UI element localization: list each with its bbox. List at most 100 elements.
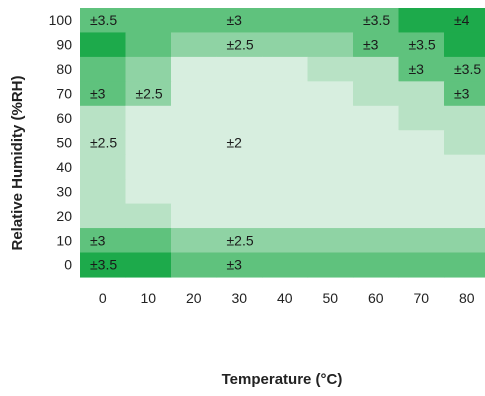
y-tick-label: 80 (56, 61, 72, 77)
heatmap-cell (444, 81, 485, 107)
cell-label: ±3 (363, 37, 379, 53)
heatmap-cell (171, 203, 218, 229)
heatmap-cell (80, 81, 127, 107)
heatmap-cell (444, 179, 485, 205)
heatmap-cell (125, 179, 172, 205)
heatmap-cell (307, 252, 354, 278)
heatmap-cell (398, 32, 445, 58)
heatmap-cell (398, 154, 445, 180)
x-tick-label: 40 (277, 290, 293, 306)
y-tick-label: 10 (56, 232, 72, 248)
y-tick-label: 100 (49, 12, 73, 28)
heatmap-cell (353, 252, 400, 278)
heatmap-cell (444, 228, 485, 254)
heatmap-cell (216, 228, 263, 254)
heatmap-cell (216, 252, 263, 278)
cell-label: ±2.5 (227, 232, 254, 248)
heatmap-cell (262, 228, 309, 254)
heatmap-cell (80, 179, 127, 205)
x-axis-title: Temperature (°C) (222, 371, 343, 388)
heatmap-cell (353, 56, 400, 82)
heatmap-cell (216, 179, 263, 205)
heatmap-cell (125, 203, 172, 229)
cell-label: ±2.5 (227, 37, 254, 53)
heatmap-cell (398, 203, 445, 229)
heatmap-cell (216, 154, 263, 180)
heatmap-cell (171, 130, 218, 156)
heatmap-cell (80, 32, 127, 58)
heatmap-cell (444, 130, 485, 156)
heatmap-cell (216, 81, 263, 107)
heatmap-cell (398, 56, 445, 82)
y-tick-label: 20 (56, 208, 72, 224)
heatmap-cell (307, 228, 354, 254)
heatmap-cell (80, 203, 127, 229)
x-axis-ticks: 0 10 20 30 40 50 60 70 80 (99, 290, 475, 306)
heatmap-cell (80, 8, 127, 34)
y-tick-label: 40 (56, 159, 72, 175)
y-tick-label: 70 (56, 86, 72, 102)
heatmap-cell (125, 228, 172, 254)
cell-label: ±3.5 (454, 61, 481, 77)
heatmap-cell (307, 179, 354, 205)
heatmap-cell (262, 8, 309, 34)
heatmap-cell (398, 81, 445, 107)
heatmap-cell (216, 130, 263, 156)
heatmap-cell (171, 154, 218, 180)
heatmap-cell (125, 56, 172, 82)
heatmap-cell (125, 105, 172, 131)
heatmap-cell (444, 56, 485, 82)
heatmap-cell (398, 105, 445, 131)
heatmap-cell (171, 105, 218, 131)
heatmap-cell (398, 228, 445, 254)
heatmap-cell (353, 203, 400, 229)
cell-label: ±2.5 (136, 86, 163, 102)
heatmap-cell (80, 105, 127, 131)
heatmap-cell (353, 32, 400, 58)
y-tick-label: 30 (56, 183, 72, 199)
heatmap-cell (444, 203, 485, 229)
heatmap-cell (398, 8, 445, 34)
heatmap-cell (307, 105, 354, 131)
cell-label: ±3 (409, 61, 425, 77)
cell-label: ±3 (90, 232, 106, 248)
cell-label: ±2.5 (90, 134, 117, 150)
heatmap-cell (262, 32, 309, 58)
cell-label: ±3 (227, 257, 243, 273)
heatmap-cell (353, 81, 400, 107)
heatmap-cell (216, 105, 263, 131)
y-tick-label: 0 (64, 257, 72, 273)
x-tick-label: 20 (186, 290, 202, 306)
y-tick-label: 50 (56, 134, 72, 150)
heatmap-cell (262, 179, 309, 205)
heatmap-cell (444, 154, 485, 180)
heatmap-cell (171, 179, 218, 205)
y-tick-label: 60 (56, 110, 72, 126)
heatmap-cell (125, 130, 172, 156)
heatmap-cell (262, 154, 309, 180)
heatmap-cell (171, 8, 218, 34)
heatmap-cell (262, 203, 309, 229)
cell-label: ±3 (90, 86, 106, 102)
heatmap-cell (216, 32, 263, 58)
heatmap-cell (171, 252, 218, 278)
heatmap-cell (80, 228, 127, 254)
y-tick-label: 90 (56, 37, 72, 53)
cell-label: ±2 (227, 134, 243, 150)
heatmap-cell (262, 105, 309, 131)
heatmap-cell (307, 130, 354, 156)
heatmap-cell (125, 81, 172, 107)
heatmap-cell (262, 130, 309, 156)
heatmap-cell (307, 32, 354, 58)
heatmap-cell (125, 252, 172, 278)
heatmap-cell (262, 56, 309, 82)
heatmap-cell (444, 8, 485, 34)
cell-label: ±3.5 (90, 257, 117, 273)
heatmap-cell (171, 56, 218, 82)
heatmap-cell (353, 228, 400, 254)
heatmap-cell (171, 228, 218, 254)
heatmap-cell (444, 105, 485, 131)
heatmap-cell (262, 81, 309, 107)
